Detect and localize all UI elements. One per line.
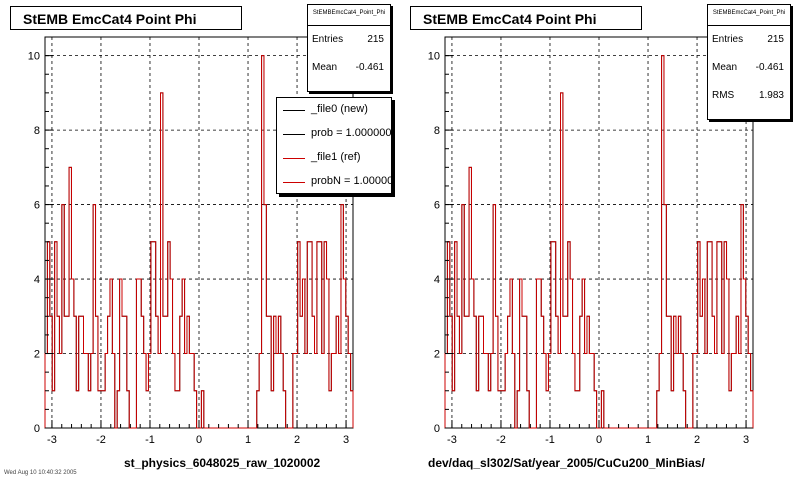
y-tick-label: 4 — [434, 274, 440, 286]
legend-entry-ref: _file1 (ref) — [277, 146, 391, 170]
stats-rms-value: 1.983 — [758, 90, 784, 101]
x-tick-label: -3 — [447, 434, 457, 446]
legend-line-prob — [283, 134, 305, 135]
panel-1-title: StEMB EmcCat4 Point Phi — [10, 6, 242, 30]
stats-entries-row: Entries 215 — [308, 26, 390, 54]
legend-entry-new: _file0 (new) — [277, 98, 391, 122]
legend-line-new — [283, 110, 305, 111]
y-tick-label: 4 — [34, 274, 40, 286]
legend-label: prob = 1.000000 — [311, 127, 392, 139]
stats-mean-label: Mean — [712, 62, 738, 73]
panel-1-xlabel: st_physics_6048025_raw_1020002 — [124, 456, 321, 470]
legend-line-probn — [283, 182, 305, 183]
legend-line-ref — [283, 158, 305, 159]
panel-2-xlabel: dev/daq_sl302/Sat/year_2005/CuCu200_MinB… — [428, 456, 705, 470]
stats-entries-label: Entries — [312, 34, 344, 45]
footer-timestamp: Wed Aug 10 10:40:32 2005 — [4, 470, 77, 476]
y-tick-label: 6 — [434, 200, 440, 212]
panel-2-stats-box: StEMBEmcCat4_Point_Phi Entries 215 Mean … — [707, 4, 791, 120]
stats-histogram-name: StEMBEmcCat4_Point_Phi — [308, 5, 390, 26]
x-tick-label: -2 — [496, 434, 506, 446]
panel-2-title: StEMB EmcCat4 Point Phi — [410, 6, 642, 30]
x-tick-label: 1 — [645, 434, 651, 446]
stats-rms-label: RMS — [712, 90, 735, 101]
y-tick-label: 2 — [434, 349, 440, 361]
legend-label: probN = 1.000000 — [311, 175, 392, 187]
histogram-series-line — [444, 55, 754, 429]
x-tick-label: -3 — [47, 434, 57, 446]
legend-entry-probn: probN = 1.000000 — [277, 170, 392, 193]
x-tick-label: 3 — [743, 434, 749, 446]
x-tick-label: -1 — [545, 434, 555, 446]
y-tick-label: 10 — [28, 51, 40, 63]
legend-label: _file0 (new) — [311, 103, 368, 115]
panel-2-histogram: 0 2 4 6 8 10 -3 -2 -1 0 1 2 3 — [428, 36, 754, 446]
panel-1-histogram: 0 2 4 6 8 10 -3 -2 -1 0 1 2 3 — [28, 36, 354, 446]
legend-label: _file1 (ref) — [311, 151, 361, 163]
legend-entry-prob: prob = 1.000000 — [277, 122, 391, 146]
stats-mean-value: -0.461 — [355, 62, 384, 73]
stats-mean-row: Mean -0.461 — [708, 54, 790, 82]
y-tick-label: 6 — [34, 200, 40, 212]
stats-rms-row: RMS 1.983 — [708, 82, 790, 110]
stats-mean-value: -0.461 — [755, 62, 784, 73]
stats-mean-label: Mean — [312, 62, 338, 73]
x-tick-label: 2 — [294, 434, 300, 446]
y-tick-label: 10 — [428, 51, 440, 63]
x-tick-label: 3 — [343, 434, 349, 446]
stats-entries-row: Entries 215 — [708, 26, 790, 54]
x-tick-label: 2 — [694, 434, 700, 446]
stats-entries-value: 215 — [367, 34, 384, 45]
y-tick-label: 8 — [434, 125, 440, 137]
x-tick-label: 1 — [245, 434, 251, 446]
stats-mean-row: Mean -0.461 — [308, 54, 390, 82]
x-tick-label: -1 — [145, 434, 155, 446]
x-tick-label: 0 — [596, 434, 602, 446]
stats-entries-label: Entries — [712, 34, 744, 45]
panel-1-legend: _file0 (new) prob = 1.000000 _file1 (ref… — [276, 97, 392, 194]
y-tick-label: 0 — [34, 423, 40, 435]
panel-1-stats-box: StEMBEmcCat4_Point_Phi Entries 215 Mean … — [307, 4, 391, 92]
stats-entries-value: 215 — [767, 34, 784, 45]
x-tick-label: 0 — [196, 434, 202, 446]
stats-histogram-name: StEMBEmcCat4_Point_Phi — [708, 5, 790, 26]
x-tick-label: -2 — [96, 434, 106, 446]
histogram-series-line — [44, 55, 354, 429]
y-tick-label: 8 — [34, 125, 40, 137]
y-tick-label: 2 — [34, 349, 40, 361]
y-tick-label: 0 — [434, 423, 440, 435]
